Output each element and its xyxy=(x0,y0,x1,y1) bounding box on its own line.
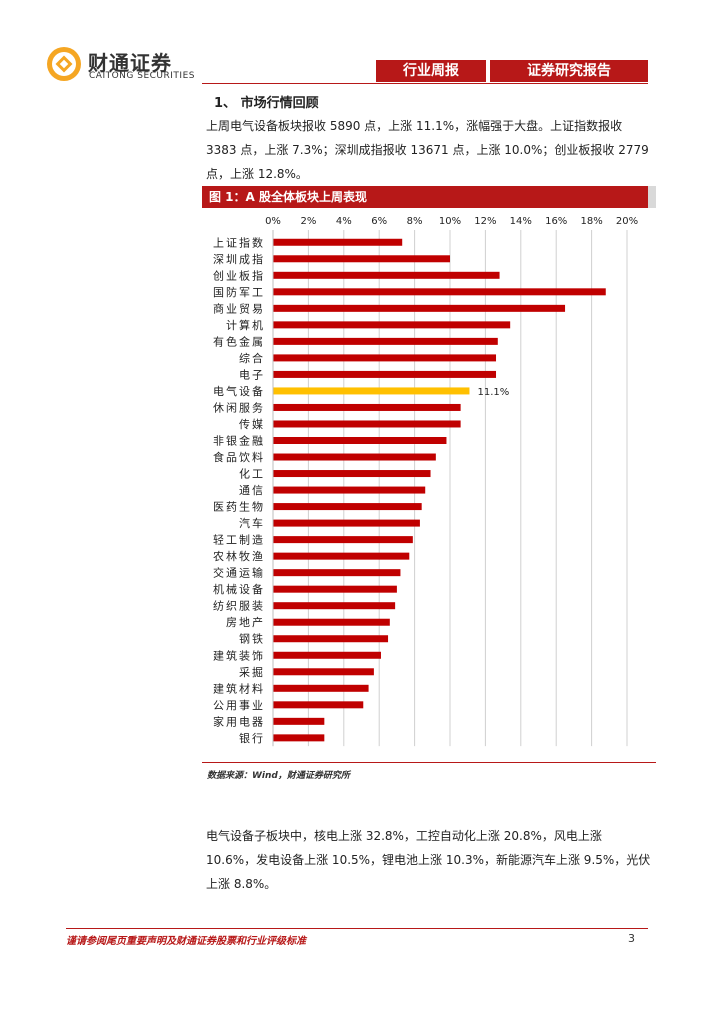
bar xyxy=(273,238,403,246)
bar xyxy=(273,701,364,709)
category-label: 传媒 xyxy=(239,418,265,431)
bar xyxy=(273,635,389,643)
bar xyxy=(273,503,422,511)
category-label: 化工 xyxy=(239,467,265,481)
bar xyxy=(273,370,497,378)
bar xyxy=(273,569,401,577)
bar xyxy=(273,486,426,494)
x-tick-label: 10% xyxy=(439,216,461,227)
footer-divider xyxy=(66,928,648,929)
bar xyxy=(273,651,381,659)
category-label: 深圳成指 xyxy=(213,252,265,266)
category-label: 有色金属 xyxy=(213,334,265,348)
bar xyxy=(273,321,511,329)
highlight-bar xyxy=(273,387,470,395)
bar xyxy=(273,420,461,428)
category-label: 国防军工 xyxy=(213,285,265,299)
x-tick-label: 8% xyxy=(407,216,423,227)
category-label: 医药生物 xyxy=(213,500,265,514)
category-label: 电子 xyxy=(239,368,265,381)
category-label: 商业贸易 xyxy=(213,301,265,315)
x-tick-label: 4% xyxy=(336,216,352,227)
bar xyxy=(273,536,413,544)
category-label: 通信 xyxy=(239,484,265,497)
bar xyxy=(273,288,606,296)
category-label: 钢铁 xyxy=(239,633,265,646)
bar xyxy=(273,470,431,478)
x-tick-label: 6% xyxy=(371,216,387,227)
x-tick-label: 18% xyxy=(580,216,602,227)
bar xyxy=(273,668,374,676)
category-label: 上证指数 xyxy=(213,235,265,249)
bar xyxy=(273,271,500,279)
page-number: 3 xyxy=(628,932,635,945)
category-label: 交通运输 xyxy=(213,566,265,580)
category-label: 采掘 xyxy=(239,665,265,679)
x-tick-label: 0% xyxy=(265,216,281,227)
category-label: 农林牧渔 xyxy=(213,549,265,563)
category-label: 汽车 xyxy=(239,516,265,530)
section-title: 1、 市场行情回顾 xyxy=(214,96,319,111)
category-label: 家用电器 xyxy=(213,714,265,728)
bar xyxy=(273,552,410,560)
figure-title-shadow xyxy=(648,186,656,208)
x-tick-label: 20% xyxy=(616,216,638,227)
category-label: 轻工制造 xyxy=(213,533,265,547)
category-label: 建筑材料 xyxy=(213,681,265,695)
category-label: 纺织服装 xyxy=(213,599,265,613)
x-tick-label: 14% xyxy=(510,216,532,227)
bar xyxy=(273,337,498,345)
logo-coin-icon xyxy=(47,47,81,81)
category-label: 银行 xyxy=(239,731,265,745)
figure-bottom-divider xyxy=(202,762,656,763)
category-label: 创业板指 xyxy=(213,268,265,282)
bar xyxy=(273,437,447,444)
figure-title: 图 1：A 股全体板块上周表现 xyxy=(202,186,656,208)
category-label: 建筑装饰 xyxy=(213,648,265,662)
category-label: 食品饮料 xyxy=(213,450,265,464)
bar xyxy=(273,684,369,692)
sector-performance-chart: 0% 2% 4% 6% 8% 10% 12% 14% 16% 18% 20% 上证指数深圳成指创业板指… xyxy=(213,216,638,747)
category-label: 房地产 xyxy=(226,615,265,629)
category-label: 电气设备 xyxy=(213,384,265,398)
bar xyxy=(273,519,420,527)
bar xyxy=(273,585,397,593)
data-label: 11.1% xyxy=(477,387,509,398)
bar xyxy=(273,304,566,312)
category-label: 非银金融 xyxy=(213,434,265,448)
bar xyxy=(273,453,436,461)
category-label: 公用事业 xyxy=(213,699,265,712)
data-source: 数据来源：Wind，财通证券研究所 xyxy=(207,771,350,781)
subsector-paragraph: 电气设备子板块中，核电上涨 32.8%，工控自动化上涨 20.8%，风电上涨 1… xyxy=(206,829,651,891)
x-tick-label: 16% xyxy=(545,216,567,227)
logo-chinese-name: 财通证券 xyxy=(88,51,172,75)
market-review-paragraph: 上周电气设备板块报收 5890 点，上涨 11.1%，涨幅强于大盘。上证指数报收… xyxy=(206,119,649,181)
bar xyxy=(273,734,325,742)
bar xyxy=(273,717,325,725)
footer-disclaimer: 谨请参阅尾页重要声明及财通证券股票和行业评级标准 xyxy=(66,936,306,947)
x-tick-label: 12% xyxy=(474,216,496,227)
bar xyxy=(273,618,390,626)
logo-english-name: CAITONG SECURITIES xyxy=(89,71,195,81)
category-label: 计算机 xyxy=(226,318,265,332)
bar xyxy=(273,602,396,610)
category-label: 休闲服务 xyxy=(213,400,265,414)
header-tab-weekly: 行业周报 xyxy=(376,60,486,82)
bar xyxy=(273,403,461,411)
bar xyxy=(273,255,450,263)
category-label: 机械设备 xyxy=(213,582,265,596)
category-label: 综合 xyxy=(239,351,265,365)
company-logo: 财通证券 CAITONG SECURITIES xyxy=(44,44,194,88)
bar xyxy=(273,354,497,362)
x-tick-label: 2% xyxy=(300,216,316,227)
header-tab-research-report: 证券研究报告 xyxy=(490,60,648,82)
header-divider xyxy=(202,83,648,84)
